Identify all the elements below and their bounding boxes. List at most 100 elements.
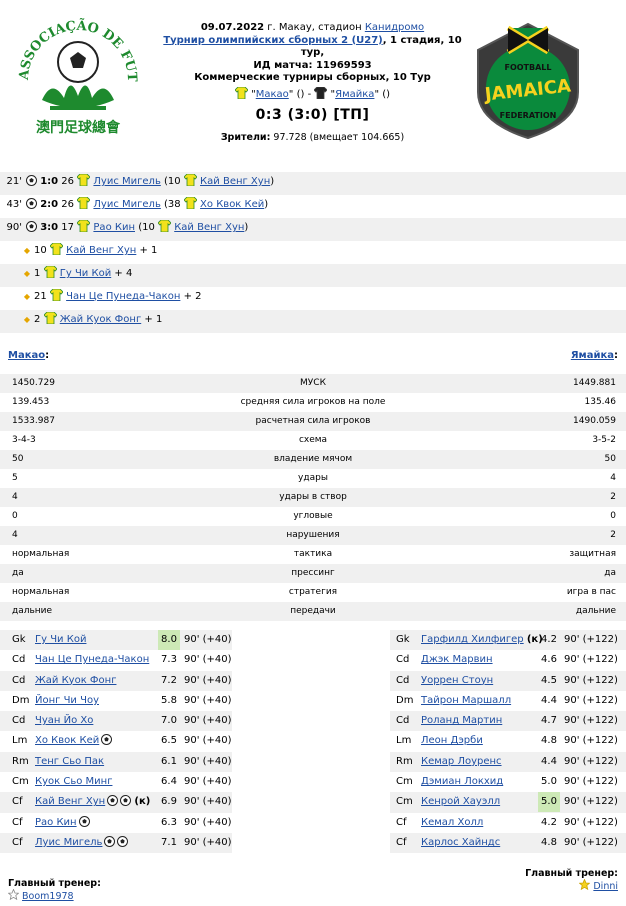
home-team-link[interactable]: Макао: [255, 88, 289, 100]
player-link[interactable]: Чан Це Пунеда-Чакон: [35, 654, 150, 666]
lineup-home: Gk Гу Чи Кой 8.0 90' (+40) Cd Чан Це Пунеда-Ч…: [0, 630, 232, 854]
player-rating: 4.2: [541, 634, 557, 645]
event-assist-link[interactable]: Хо Квок Кей: [200, 199, 265, 210]
player-position: Cd: [396, 654, 410, 666]
stat-label: прессинг: [291, 568, 335, 578]
event-minute: 43': [6, 199, 22, 210]
extra-player-link[interactable]: Кай Венг Хун: [66, 245, 137, 256]
shirt-icon: [158, 220, 172, 232]
coach-home-link[interactable]: Boom1978: [22, 891, 74, 902]
player-name-cell: Кемал Холл: [421, 813, 483, 833]
stat-home-value: 3-4-3: [12, 435, 36, 445]
player-link[interactable]: Кай Венг Хун: [35, 796, 106, 808]
player-position: Cf: [12, 816, 23, 828]
player-rating: 7.3: [161, 654, 177, 666]
event-score: 2:0: [40, 199, 59, 210]
player-minutes: 90' (+40): [184, 674, 232, 686]
player-position: Cd: [396, 715, 410, 727]
player-link[interactable]: Роланд Мартин: [421, 715, 503, 727]
player-link[interactable]: Гарфилд Хилфигер: [421, 634, 524, 645]
stat-home-value: 4: [12, 530, 18, 540]
player-row: Gk Гу Чи Кой 8.0 90' (+40): [0, 630, 232, 651]
player-link[interactable]: Йонг Чи Чоу: [35, 694, 99, 706]
stat-label: владение мячом: [273, 454, 353, 464]
stat-home-value: дальние: [12, 606, 53, 616]
player-name-cell: Кемар Лоуренс: [421, 752, 502, 772]
event-assist-link[interactable]: Кай Венг Хун: [174, 222, 245, 233]
player-link[interactable]: Луис Мигель: [35, 836, 103, 848]
attendance: Зрители: 97.728 (вмещает 104.665): [150, 132, 475, 145]
assist-icon: ◆: [23, 315, 30, 324]
match-header: ASSOCIAÇÃO DE FUTEBOL DE MACAU 澳門足球總會 09…: [0, 0, 626, 170]
player-minutes: 90' (+122): [564, 654, 618, 666]
stadium-link[interactable]: Канидромо: [364, 22, 425, 33]
stat-row: 1450.729 МУСК 1449.881: [0, 374, 626, 393]
stat-row: 139.453 средняя сила игроков на поле 135.4…: [0, 393, 626, 412]
player-link[interactable]: Тенг Сьо Пак: [35, 755, 105, 767]
ball-icon: [107, 795, 119, 807]
tournament-link[interactable]: Турнир олимпийских сборных 2 (U27): [163, 34, 383, 46]
player-name-cell: Тайрон Маршалл: [421, 691, 511, 711]
player-name-cell: Йонг Чи Чоу: [35, 691, 99, 711]
player-link[interactable]: Гу Чи Кой: [35, 634, 87, 645]
extra-player-link[interactable]: Гу Чи Кой: [59, 268, 112, 279]
event-scorer-link[interactable]: Луис Мигель: [93, 199, 161, 210]
extra-player-link[interactable]: Чан Це Пунеда-Чакон: [66, 291, 181, 302]
player-rating: 5.0: [541, 776, 557, 788]
stat-away-value: 4: [610, 473, 616, 483]
extra-event: ◆ 10 Кай Венг Хун + 1: [0, 241, 626, 264]
player-row: Cm Кенрой Хауэлл 5.0 90' (+122): [390, 792, 626, 813]
extra-plus: + 4: [114, 268, 133, 279]
stat-away-value: 2: [610, 492, 616, 502]
stat-row: 3-4-3 схема 3-5-2: [0, 431, 626, 450]
player-link[interactable]: Кемал Холл: [421, 816, 484, 828]
player-link[interactable]: Карлос Хайндс: [421, 836, 501, 848]
player-link[interactable]: Тайрон Маршалл: [421, 694, 512, 706]
away-team-link[interactable]: Ямайка: [335, 88, 375, 100]
player-link[interactable]: Кенрой Хауэлл: [421, 796, 501, 808]
player-row: Cm Куок Сьо Минг 6.4 90' (+40): [0, 772, 232, 792]
player-link[interactable]: Дэмиан Локхид: [421, 776, 504, 788]
macau-fa-logo: ASSOCIAÇÃO DE FUTEBOL DE MACAU 澳門足球總會: [12, 8, 139, 136]
player-name-cell: Джэк Марвин: [421, 650, 493, 670]
extra-plus: + 1: [144, 314, 163, 325]
extra-plus: + 1: [139, 245, 158, 256]
player-link[interactable]: Уоррен Стоун: [421, 674, 494, 686]
stat-row: 1533.987 расчетная сила игроков 1490.059: [0, 412, 626, 431]
stat-label: расчетная сила игроков: [255, 416, 371, 426]
player-minutes: 90' (+40): [184, 735, 232, 747]
shirt-icon: [234, 86, 248, 99]
extra-player-link[interactable]: Жай Куок Фонг: [59, 314, 142, 325]
match-score: 0:3 (3:0) [ТП]: [255, 107, 370, 123]
player-link[interactable]: Кемар Лоуренс: [421, 755, 502, 767]
stats-away-team-link[interactable]: Ямайка: [570, 350, 614, 361]
match-id: ИД матча: 11969593: [253, 59, 372, 71]
event-scorer-link[interactable]: Луис Мигель: [93, 176, 161, 187]
player-link[interactable]: Куок Сьо Минг: [35, 776, 113, 788]
shirt-icon: [183, 197, 197, 209]
stat-label: средняя сила игроков на поле: [240, 397, 386, 407]
player-link[interactable]: Хо Квок Кей: [35, 735, 100, 747]
player-name-cell: Гу Чи Кой: [35, 630, 86, 650]
event-player-num: 26: [61, 199, 75, 210]
goal-event: 43' 2:0 26 Луис Мигель (38 Хо Квок Кей): [0, 195, 626, 218]
player-link[interactable]: Рао Кин: [35, 816, 77, 828]
event-assist-link[interactable]: Кай Венг Хун: [200, 176, 271, 187]
shirt-icon: [43, 266, 57, 278]
event-assist-num: (10: [164, 176, 181, 187]
stat-label: угловые: [293, 511, 333, 521]
player-link[interactable]: Жай Куок Фонг: [35, 674, 117, 686]
player-minutes: 90' (+122): [564, 694, 618, 706]
stat-home-value: 50: [12, 454, 24, 464]
player-rating: 6.1: [161, 755, 177, 767]
player-link[interactable]: Чуан Йо Хо: [35, 715, 94, 727]
player-link[interactable]: Леон Дэрби: [421, 735, 483, 747]
player-minutes: 90' (+122): [564, 715, 618, 727]
stat-away-value: защитная: [569, 549, 616, 559]
player-link[interactable]: Джэк Марвин: [421, 654, 493, 666]
stats-home-team-link[interactable]: Макао: [8, 350, 46, 361]
player-minutes: 90' (+40): [184, 654, 232, 666]
event-scorer-link[interactable]: Рао Кин: [93, 222, 135, 233]
coach-away-link[interactable]: Dinni: [593, 881, 618, 892]
match-date: 09.07.2022: [200, 22, 265, 33]
